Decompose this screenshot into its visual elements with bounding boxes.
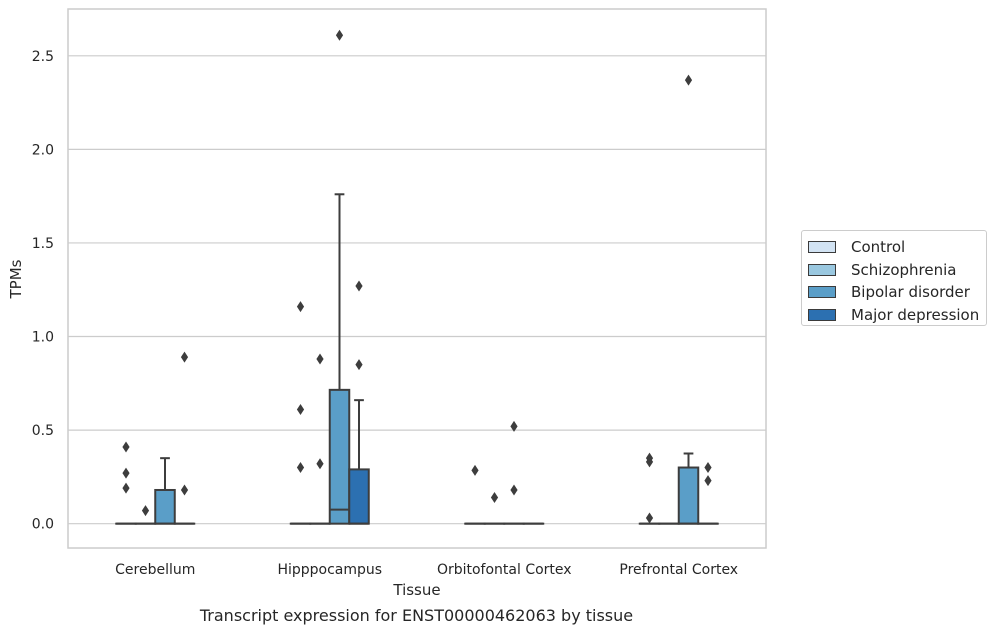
y-axis-label: TPMs [7, 259, 25, 299]
legend-item-control: Control [802, 236, 986, 259]
box-body [677, 466, 700, 525]
legend-label-bipolar-disorder: Bipolar disorder [851, 283, 970, 302]
y-tick-label: 1.0 [32, 330, 54, 346]
grid-lines [68, 55, 766, 525]
outlier-point [335, 29, 344, 41]
outlier-point [490, 491, 499, 503]
outlier-point [180, 484, 189, 496]
box-major-depression [173, 351, 196, 525]
outlier-point [355, 359, 363, 371]
outlier-point [296, 462, 305, 474]
legend-swatch-major-depression [808, 308, 836, 321]
outlier-point [704, 462, 712, 474]
x-axis-label: Tissue [392, 581, 440, 599]
legend-swatch-control [808, 241, 836, 254]
outlier-point [510, 420, 518, 432]
box-series [115, 29, 719, 525]
outlier-point [510, 484, 518, 496]
outlier-point [684, 74, 693, 86]
legend: Control Schizophrenia Bipolar disorder M… [801, 230, 987, 326]
outlier-point [316, 458, 324, 470]
chart-caption: Transcript expression for ENST0000046206… [199, 606, 634, 625]
box-bipolar-disorder [503, 420, 525, 525]
outlier-point [704, 475, 712, 487]
x-tick-label: Hipppocampus [277, 562, 382, 578]
box-control [289, 301, 312, 525]
outlier-point [471, 464, 479, 476]
box-body [328, 388, 351, 525]
box-body [348, 468, 370, 525]
box-schizophrenia [134, 505, 157, 525]
y-tick-label: 2.5 [32, 49, 54, 65]
box-body [154, 488, 176, 525]
outlier-point [645, 512, 654, 524]
box-bipolar-disorder [328, 29, 351, 525]
outlier-point [316, 353, 324, 365]
legend-label-schizophrenia: Schizophrenia [851, 260, 957, 279]
box-control [464, 464, 486, 525]
x-tick-label: Prefrontal Cortex [619, 562, 738, 578]
outlier-point [141, 505, 150, 517]
legend-item-bipolar-disorder: Bipolar disorder [802, 281, 986, 304]
legend-label-major-depression: Major depression [851, 305, 980, 324]
y-axis-ticks: 0.0 0.5 1.0 1.5 2.0 2.5 [32, 49, 54, 533]
x-tick-label: Cerebellum [115, 562, 195, 578]
box-schizophrenia [309, 353, 331, 525]
y-tick-label: 0.0 [32, 517, 54, 533]
box-control [115, 441, 137, 525]
box-major-depression [697, 462, 719, 525]
y-tick-label: 1.5 [32, 236, 54, 252]
legend-item-schizophrenia: Schizophrenia [802, 259, 986, 282]
box-bipolar-disorder [677, 74, 700, 525]
legend-swatch-schizophrenia [808, 263, 836, 276]
outlier-point [122, 482, 130, 494]
x-tick-label: Orbitofontal Cortex [437, 562, 572, 578]
outlier-point [296, 404, 305, 416]
box-major-depression [348, 280, 370, 525]
y-tick-label: 0.5 [32, 423, 54, 439]
outlier-point [122, 441, 130, 453]
outlier-point [122, 467, 130, 479]
legend-label-control: Control [851, 238, 906, 257]
outlier-point [645, 456, 654, 468]
plot-frame [67, 8, 767, 549]
y-tick-label: 2.0 [32, 142, 54, 158]
box-schizophrenia [483, 491, 506, 525]
legend-swatch-bipolar-disorder [808, 286, 836, 299]
box-bipolar-disorder [154, 457, 176, 525]
outlier-point [296, 301, 305, 313]
outlier-point [355, 280, 363, 292]
outlier-point [180, 351, 189, 363]
box-control [638, 452, 661, 525]
legend-item-major-depression: Major depression [802, 304, 986, 327]
x-axis-ticks: Cerebellum Hipppocampus Orbitofontal Corte… [115, 562, 738, 578]
